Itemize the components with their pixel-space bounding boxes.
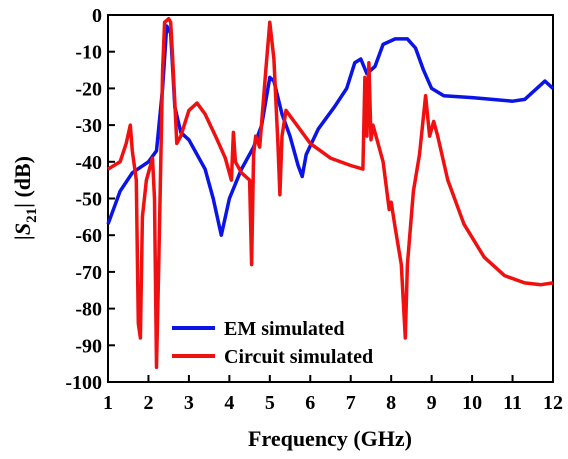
series-line [107, 16, 554, 370]
x-tick-label: 3 [184, 392, 194, 414]
x-tick-label: 4 [224, 392, 234, 414]
y-title-part: |S [10, 223, 35, 240]
x-tick-label: 5 [265, 392, 275, 414]
y-tick-label: -70 [75, 262, 102, 284]
x-tick-label: 7 [346, 392, 356, 414]
x-tick-label: 6 [305, 392, 315, 414]
legend-label: EM simulated [224, 318, 345, 340]
y-tick-label: -10 [75, 42, 102, 64]
y-tick-label: -90 [75, 335, 102, 357]
x-tick-label: 9 [427, 392, 437, 414]
y-tick-label: 0 [92, 5, 102, 27]
y-tick-label: -20 [75, 78, 102, 100]
x-tick-label: 1 [103, 392, 113, 414]
y-tick-label: -80 [75, 299, 102, 321]
x-tick-label: 10 [462, 392, 482, 414]
y-tick-label: -100 [65, 372, 102, 394]
y-title-sub: 21 [24, 208, 40, 223]
x-axis-title: Frequency (GHz) [248, 426, 412, 451]
y-tick-label: -30 [75, 115, 102, 137]
x-tick-label: 12 [543, 392, 563, 414]
y-title-part: | (dB) [10, 156, 35, 208]
y-tick-label: -40 [75, 152, 102, 174]
x-tick-label: 11 [503, 392, 522, 414]
y-axis-title: |S21| (dB) [10, 156, 40, 240]
y-tick-label: -50 [75, 189, 102, 211]
y-tick-label: -60 [75, 225, 102, 247]
legend-label: Circuit simulated [224, 346, 373, 368]
x-tick-label: 8 [386, 392, 396, 414]
x-tick-label: 2 [143, 392, 153, 414]
